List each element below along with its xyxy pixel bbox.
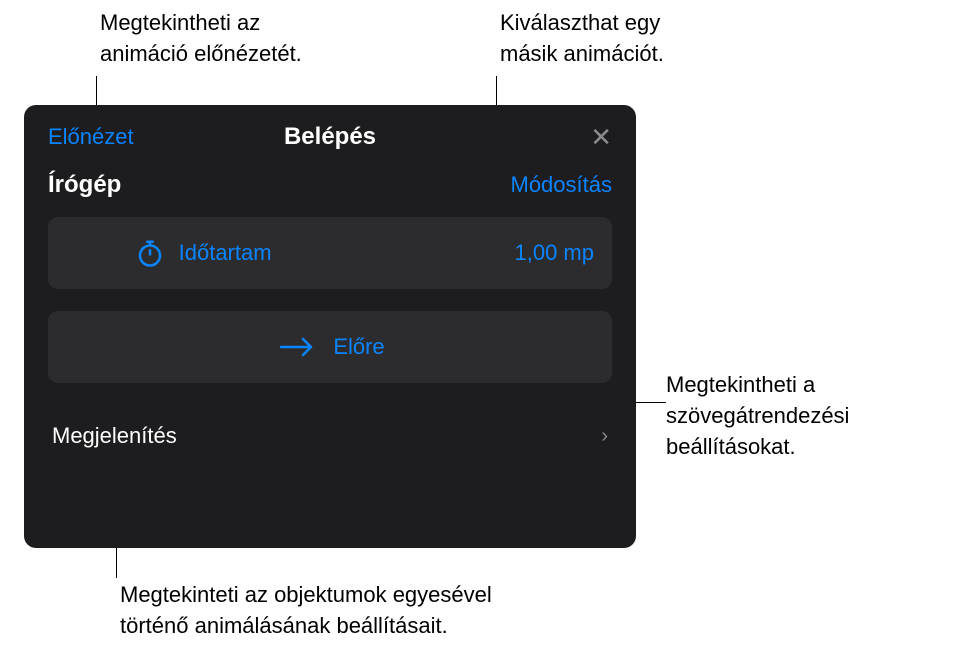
duration-value: 1,00 mp bbox=[515, 240, 595, 266]
duration-block: Időtartam 1,00 mp bbox=[48, 217, 612, 289]
close-button[interactable]: ✕ bbox=[590, 124, 612, 150]
panel-header: Előnézet Belépés ✕ bbox=[24, 123, 636, 165]
panel-subheader: Írógép Módosítás bbox=[24, 165, 636, 217]
stopwatch-icon bbox=[135, 238, 165, 268]
animation-panel: Előnézet Belépés ✕ Írógép Módosítás Időt… bbox=[24, 105, 636, 548]
chevron-right-icon: › bbox=[601, 425, 608, 448]
callout-preview: Megtekintheti az animáció előnézetét. bbox=[100, 8, 302, 70]
duration-row[interactable]: Időtartam 1,00 mp bbox=[48, 217, 612, 289]
duration-label: Időtartam bbox=[179, 240, 515, 266]
display-row[interactable]: Megjelenítés › bbox=[48, 413, 612, 459]
effect-name-label: Írógép bbox=[48, 171, 121, 199]
direction-row[interactable]: Előre bbox=[48, 311, 612, 383]
display-row-label: Megjelenítés bbox=[52, 423, 177, 449]
callout-display: Megtekinteti az objektumok egyesével tör… bbox=[120, 580, 492, 642]
preview-button[interactable]: Előnézet bbox=[48, 124, 134, 150]
callout-text-arrangement: Megtekintheti a szövegátrendezési beállí… bbox=[666, 370, 849, 462]
direction-label: Előre bbox=[333, 334, 384, 360]
modify-button[interactable]: Módosítás bbox=[511, 172, 613, 198]
callout-choose: Kiválaszthat egy másik animációt. bbox=[500, 8, 664, 70]
arrow-right-icon bbox=[275, 335, 319, 359]
